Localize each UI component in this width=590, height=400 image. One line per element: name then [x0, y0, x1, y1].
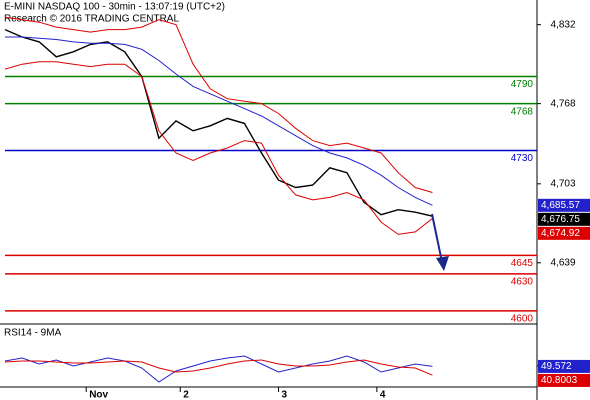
y-tick-label: 4,639 [550, 257, 575, 268]
value-box-label: 40.8003 [541, 375, 578, 386]
y-tick-label: 4,768 [550, 98, 575, 109]
value-box-label: 49.572 [541, 361, 572, 372]
forecast-arrow [431, 213, 449, 271]
series-line [4, 16, 433, 193]
series-line [4, 61, 433, 235]
series-line [4, 355, 433, 383]
value-box [538, 373, 590, 387]
level-label: 4790 [511, 79, 534, 90]
rsi-title: RSI14 - 9MA [4, 328, 62, 339]
y-tick-label: 4,832 [550, 19, 575, 30]
value-box [538, 198, 590, 212]
x-tick-label: Nov [89, 390, 108, 400]
value-box [538, 359, 590, 373]
chart-title: E-MINI NASDAQ 100 - 30min - 13:07:19 (UT… [4, 2, 225, 13]
level-label: 4645 [511, 258, 534, 269]
series-line [5, 36, 433, 206]
value-box [538, 226, 590, 240]
value-box-label: 4,674.92 [541, 228, 580, 239]
x-tick-label: 2 [183, 390, 189, 400]
level-label: 4600 [511, 314, 534, 325]
arrow-head [436, 256, 449, 271]
arrow-shaft [431, 213, 443, 263]
chart-subtitle: Research © 2016 TRADING CENTRAL [4, 14, 179, 25]
value-box-label: 4,676.75 [541, 214, 580, 225]
value-box-label: 4,685.57 [541, 200, 580, 211]
level-label: 4630 [511, 277, 534, 288]
level-label: 4768 [511, 106, 534, 117]
series-line [4, 28, 433, 217]
x-tick-label: 4 [380, 390, 386, 400]
level-label: 4730 [511, 153, 534, 164]
y-tick-label: 4,703 [550, 178, 575, 189]
value-box [538, 212, 590, 226]
series-line [4, 359, 433, 376]
x-tick-label: 3 [282, 390, 288, 400]
